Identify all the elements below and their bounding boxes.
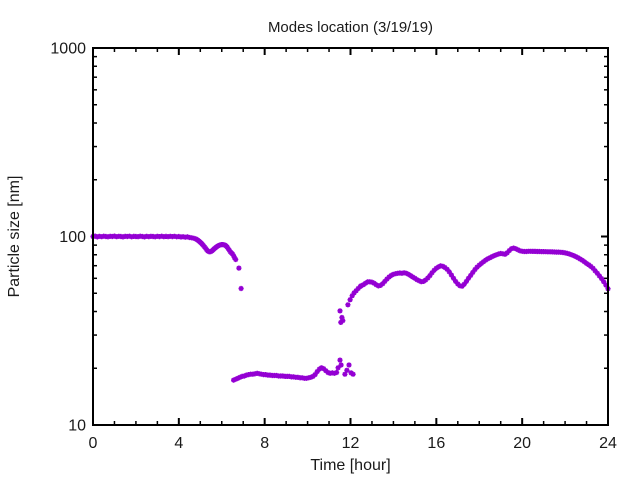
x-tick-label: 16: [427, 435, 445, 452]
x-tick-label: 24: [599, 435, 617, 452]
y-tick-label: 100: [59, 229, 86, 246]
x-tick-label: 20: [513, 435, 531, 452]
y-axis-label: Particle size [nm]: [6, 176, 23, 298]
x-tick-label: 8: [260, 435, 269, 452]
x-tick-label: 0: [89, 435, 98, 452]
tick-labels: 0 4 8 12 16 20 24 10 100 1000: [50, 41, 617, 453]
y-tick-label: 1000: [50, 41, 86, 58]
plot-border: [92, 47, 609, 426]
chart-title: Modes location (3/19/19): [268, 19, 433, 36]
x-tick-label: 12: [342, 435, 360, 452]
x-axis-label: Time [hour]: [310, 457, 390, 474]
y-tick-label: 10: [68, 418, 86, 435]
x-tick-label: 4: [174, 435, 183, 452]
